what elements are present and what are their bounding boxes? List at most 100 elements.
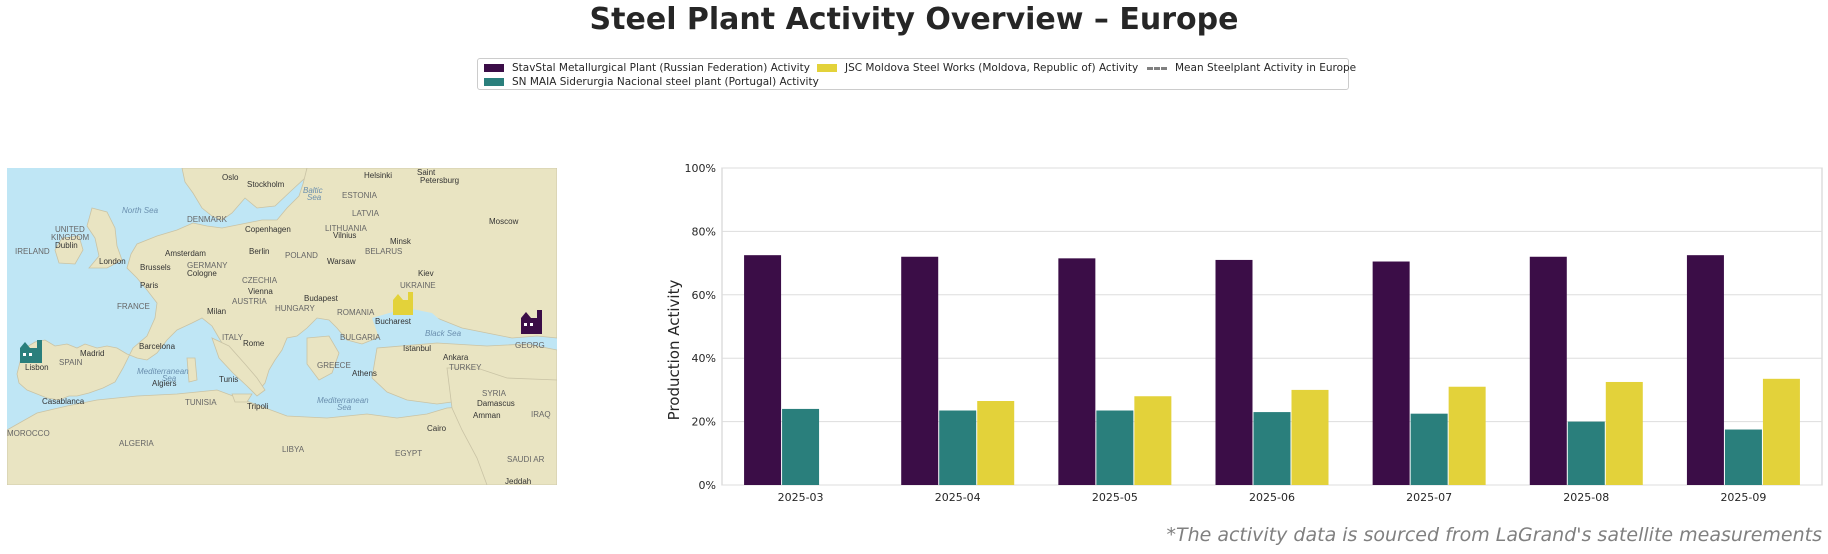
map-label-belarus: BELARUS [365,247,402,256]
map-label-tripoli: Tripoli [247,402,269,411]
map-label-med2b: Sea [337,403,352,412]
map-label-egypt: EGYPT [395,449,422,458]
map-label-latvia: LATVIA [352,209,380,218]
map-label-vienna: Vienna [248,287,273,296]
chart-legend: StavStal Metallurgical Plant (Russian Fe… [477,58,1356,90]
map-label-vilnius: Vilnius [333,231,356,240]
legend-label-stavstal: StavStal Metallurgical Plant (Russian Fe… [512,62,810,74]
map-label-berlin: Berlin [249,247,269,256]
map-label-london: London [99,257,126,266]
map-label-estonia: ESTONIA [342,191,378,200]
bar-2-2025-09 [1724,429,1762,485]
bar-3-2025-07 [1448,386,1486,485]
map-label-helsinki: Helsinki [364,171,392,180]
map-label-minsk: Minsk [390,237,412,246]
map-label-germany: GERMANY [187,261,228,270]
bar-2-2025-05 [1096,410,1134,485]
legend-swatch-stavstal [484,64,504,72]
x-tick-label: 2025-03 [778,491,824,504]
legend-item-moldova: JSC Moldova Steel Works (Moldova, Republ… [817,62,1138,74]
map-label-bulgaria: BULGARIA [340,333,381,342]
map-label-milan: Milan [207,307,226,316]
map-label-france: FRANCE [117,302,150,311]
map-label-algeria: ALGERIA [119,439,154,448]
map-label-jeddah: Jeddah [505,477,531,485]
bar-3-2025-09 [1762,378,1800,485]
factory-icon-maia [20,340,42,363]
x-tick-label: 2025-08 [1563,491,1609,504]
map-label-hungary: HUNGARY [275,304,316,313]
bar-1-2025-09 [1686,255,1724,485]
x-tick-label: 2025-05 [1092,491,1138,504]
y-tick-label: 60% [692,289,716,302]
factory-icon-stavstal [521,310,542,334]
map-label-czechia: CZECHIA [242,276,278,285]
map-label-northsea: North Sea [122,206,159,215]
map-label-lisbon: Lisbon [25,363,49,372]
map-label-italy: ITALY [222,333,244,342]
bar-1-2025-05 [1058,258,1096,485]
legend-swatch-moldova [817,64,837,72]
map-label-med1b: Sea [162,374,177,383]
legend-swatch-maia [484,78,504,86]
map-label-iraq: IRAQ [531,410,551,419]
page-title: Steel Plant Activity Overview – Europe [589,2,1239,37]
bar-1-2025-08 [1529,256,1567,485]
europe-map: Oslo Stockholm Helsinki Saint Petersburg… [7,168,557,485]
bar-3-2025-06 [1291,389,1329,485]
x-tick-label: 2025-09 [1720,491,1766,504]
map-label-baltic1: Baltic [303,186,323,195]
data-source-note: *The activity data is sourced from LaGra… [1166,524,1822,546]
map-label-turkey: TURKEY [449,363,482,372]
map-label-oslo: Oslo [222,173,239,182]
map-label-kiev: Kiev [418,269,434,278]
map-label-poland: POLAND [285,251,318,260]
map-label-austria: AUSTRIA [232,297,267,306]
bar-1-2025-06 [1215,259,1253,485]
legend-label-mean: Mean Steelplant Activity in Europe [1175,62,1357,74]
bar-3-2025-05 [1134,396,1172,485]
legend-dash-mean [1147,66,1167,70]
map-label-algiers: Algiers [152,379,176,388]
map-label-barcelona: Barcelona [139,342,176,351]
map-label-paris: Paris [140,281,158,290]
bar-3-2025-08 [1605,381,1643,485]
map-label-lithuania: LITHUANIA [325,224,367,233]
map-label-warsaw: Warsaw [327,257,356,266]
map-label-rome: Rome [243,339,265,348]
legend-item-mean: Mean Steelplant Activity in Europe [1147,62,1356,74]
y-tick-label: 20% [692,416,716,429]
map-label-madrid: Madrid [80,349,104,358]
legend-label-maia: SN MAIA Siderurgia Nacional steel plant … [512,76,819,88]
x-tick-label: 2025-07 [1406,491,1452,504]
y-axis-label: Production Activity [665,280,683,421]
map-label-med1: Mediterranean [137,367,189,376]
map-label-tunis: Tunis [219,375,238,384]
map-label-ireland: IRELAND [15,247,50,256]
map-label-denmark: DENMARK [187,215,228,224]
map-label-damascus: Damascus [477,399,515,408]
map-label-saint: Saint [417,168,436,177]
bar-2-2025-06 [1253,412,1291,485]
map-label-stockholm: Stockholm [247,180,285,189]
x-tick-label: 2025-06 [1249,491,1295,504]
map-label-athens: Athens [352,369,377,378]
map-label-ankara: Ankara [443,353,469,362]
map-label-romania: ROMANIA [337,308,375,317]
map-label-istanbul: Istanbul [403,344,431,353]
bar-2-2025-08 [1567,421,1605,485]
map-label-baltic2: Sea [307,193,322,202]
map-label-casablanca: Casablanca [42,397,85,406]
map-label-cologne: Cologne [187,269,217,278]
map-label-dublin: Dublin [55,241,78,250]
map-label-libya: LIBYA [282,445,305,454]
bar-2-2025-07 [1410,413,1448,485]
y-tick-label: 100% [685,162,716,175]
map-label-ukraine: UKRAINE [400,281,436,290]
map-label-petersburg: Petersburg [420,176,459,185]
map-label-united: UNITED [55,225,85,234]
map-label-cairo: Cairo [427,424,447,433]
map-label-bucharest: Bucharest [375,317,412,326]
bar-1-2025-07 [1372,261,1410,485]
